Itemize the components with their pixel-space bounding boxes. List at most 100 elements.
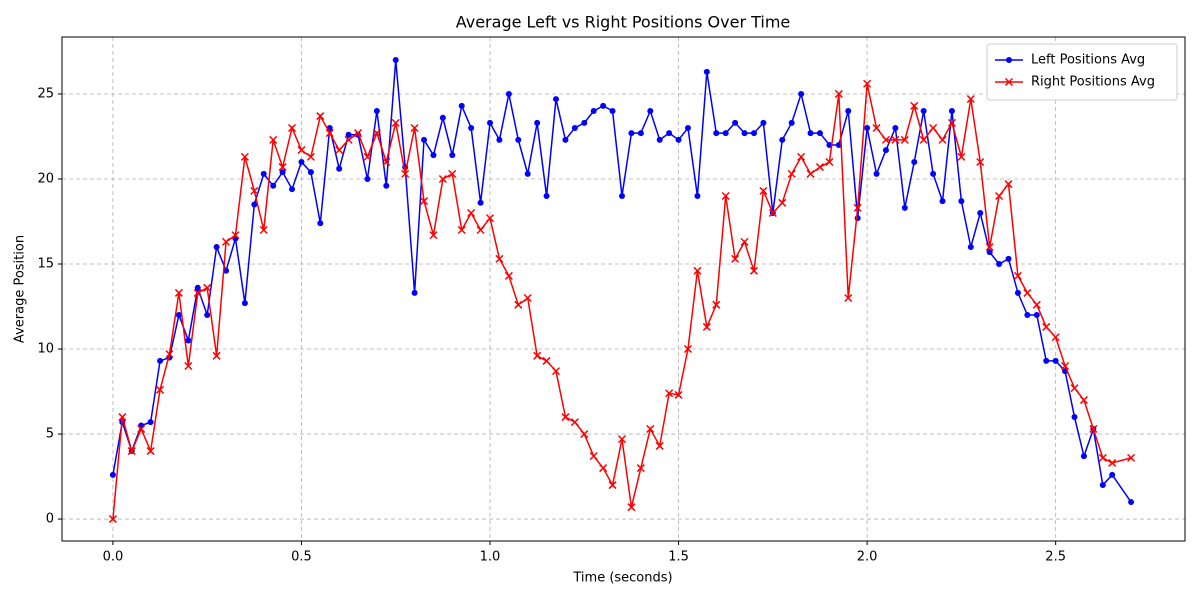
data-point [496,136,503,143]
data-point [392,56,399,63]
data-point [551,367,561,376]
data-point [1080,453,1087,460]
data-point [373,107,380,114]
data-point [741,130,748,137]
data-point [853,203,862,212]
data-point [590,107,597,114]
data-point [674,390,683,399]
data-point [449,152,456,159]
data-point [684,124,691,131]
data-point [930,170,937,177]
data-point [251,201,258,208]
data-point [900,135,909,144]
data-point [732,119,739,126]
data-point [977,209,984,216]
data-point [552,96,559,103]
data-point [938,135,947,144]
data-point [231,231,240,240]
data-point [1024,312,1031,319]
data-point [694,192,701,199]
data-point [807,130,814,137]
data-point [325,129,334,138]
legend-marker [1006,57,1012,63]
data-point [609,107,616,114]
data-point [410,123,419,133]
data-point [458,102,465,109]
data-point [382,157,391,167]
data-point [854,215,861,222]
data-point [835,141,842,148]
data-point [514,300,523,309]
data-point [533,351,542,360]
data-point [656,136,663,143]
data-point [834,89,843,98]
data-point [147,419,154,426]
data-point [270,182,277,189]
data-point [760,119,767,126]
y-tick-label: 10 [37,342,54,357]
data-point [1042,322,1051,331]
data-point [920,107,927,114]
data-point [279,169,286,176]
data-point [561,413,570,422]
data-point [873,170,880,177]
y-tick-label: 5 [46,427,54,442]
data-point [487,119,494,126]
data-point [174,288,183,297]
data-point [778,198,787,207]
data-point [599,464,608,473]
data-point [419,197,429,206]
data-point [580,430,589,439]
data-point [788,119,795,126]
data-point [1098,453,1107,462]
data-point [543,192,550,199]
data-point [1128,499,1135,506]
data-point [608,481,617,490]
data-point [223,267,230,274]
data-point [317,220,324,227]
data-point [996,261,1003,268]
legend-label: Left Positions Avg [1031,53,1145,68]
data-point [184,361,193,371]
x-tick-label: 1.5 [668,550,689,565]
data-point [156,385,165,394]
data-point [297,146,306,155]
data-point [364,175,371,182]
data-point [892,124,899,131]
data-point [636,464,645,473]
data-point [1033,312,1040,319]
data-point [797,152,806,161]
y-tick-label: 20 [37,171,54,186]
data-point [731,254,740,263]
data-point [523,293,532,303]
legend-label: Right Positions Avg [1031,75,1155,90]
data-point [185,337,192,344]
y-tick-label: 0 [46,512,54,527]
data-point [815,163,824,172]
data-point [1089,424,1098,433]
data-point [1099,482,1106,489]
y-tick-label: 25 [37,86,54,101]
data-point [411,289,418,296]
data-point [1032,300,1041,309]
legend-marker [1004,77,1014,87]
data-point [798,90,805,97]
data-point [448,169,457,178]
data-point [391,118,400,127]
data-point [1023,288,1032,297]
data-point [713,130,720,137]
data-point [1051,333,1060,342]
data-point [571,124,578,131]
data-point [779,136,786,143]
series-line [112,83,1132,520]
data-point [646,424,655,433]
data-point [845,107,852,114]
data-point [787,169,796,178]
data-point [1108,458,1117,467]
data-point [429,231,438,240]
data-point [476,225,485,235]
data-point [675,136,682,143]
data-point [901,204,908,211]
data-point [882,147,889,154]
